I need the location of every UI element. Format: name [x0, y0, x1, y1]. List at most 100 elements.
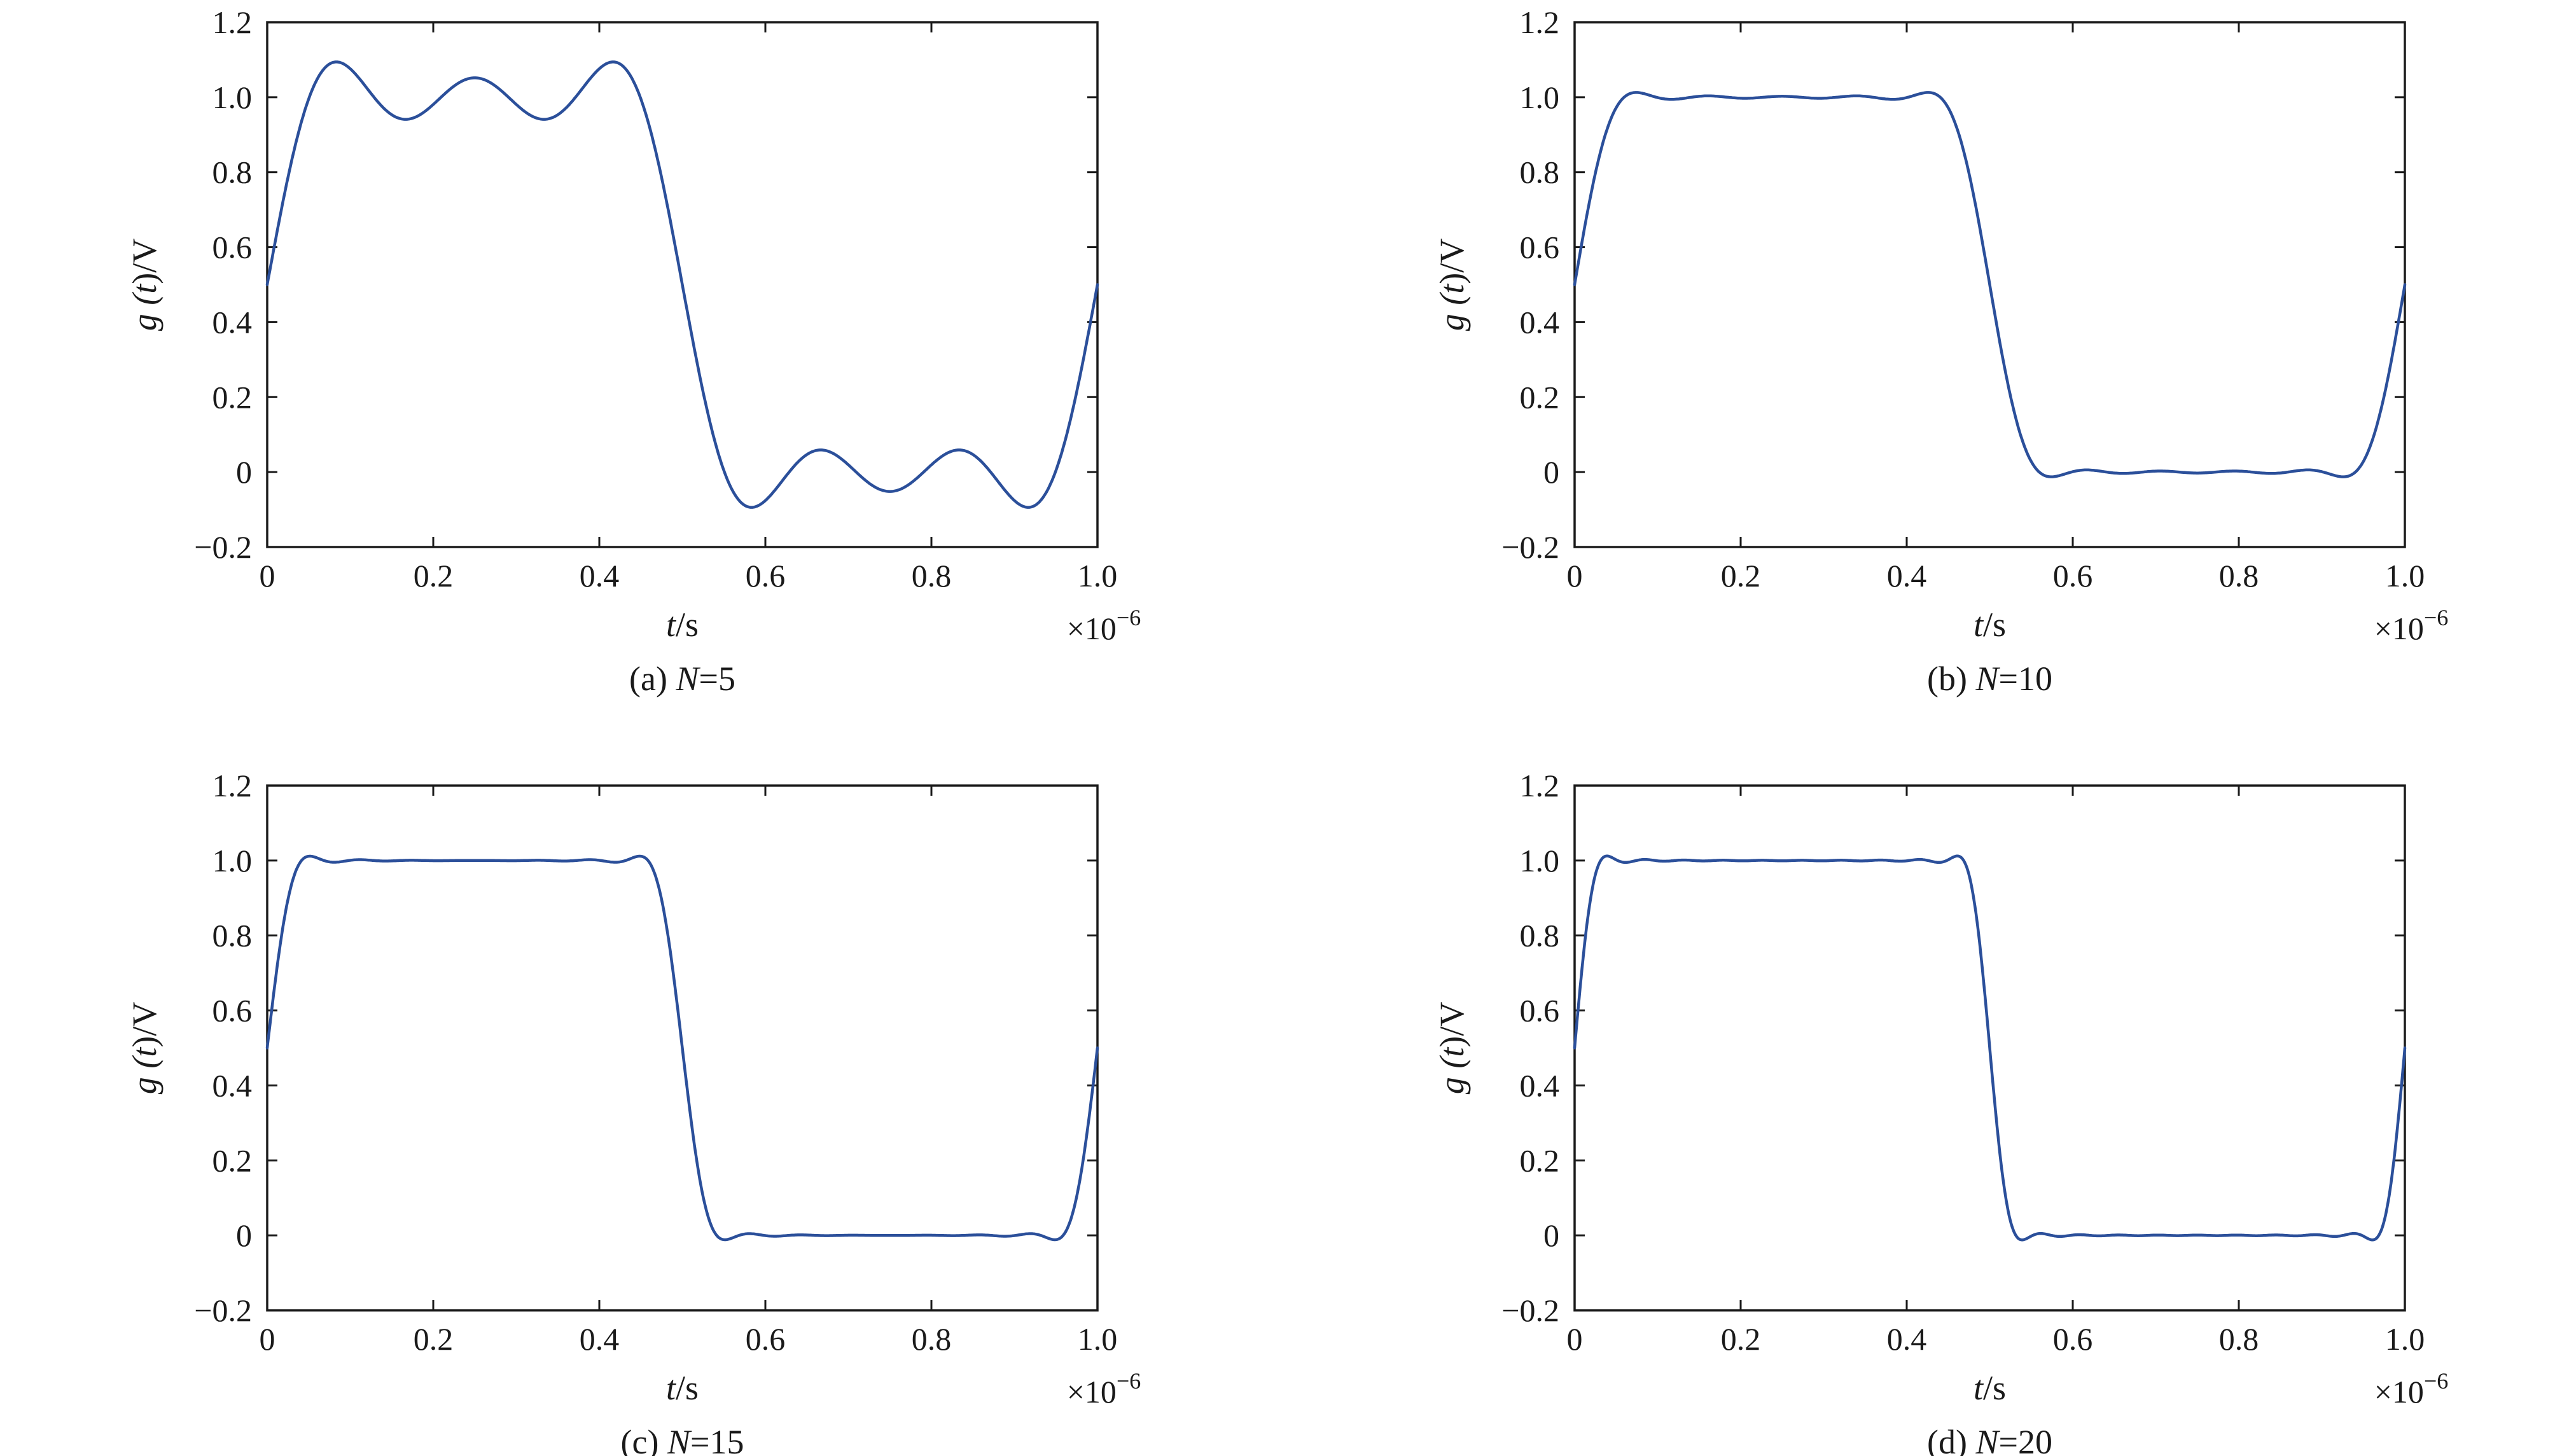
- caption-prefix: (c): [621, 1423, 667, 1456]
- x-tick-label: 0.4: [580, 1321, 620, 1357]
- x-tick-label: 0.2: [1721, 1321, 1761, 1357]
- x-tick-label: 0.8: [912, 1321, 952, 1357]
- caption-variable: N: [1975, 1423, 2000, 1456]
- x-tick-label: 0: [260, 558, 275, 593]
- x-axis-label-variable: t: [1974, 606, 1984, 644]
- x-tick-label: 0: [1567, 1321, 1583, 1357]
- x-tick-label: 0.6: [746, 558, 786, 593]
- y-tick-label: 0.8: [212, 918, 253, 953]
- panel-c: 0 0.2 0.4 0.6 0.8 1.0−0.200.20.40.60.81.01.2×…: [125, 768, 1141, 1456]
- y-tick-label: 1.0: [1520, 843, 1560, 878]
- panel-caption: (a) N=5: [629, 660, 735, 698]
- x-tick-label: 0: [260, 1321, 275, 1357]
- y-tick-label: 0.4: [212, 1067, 253, 1103]
- x-tick-label: 0.6: [2053, 558, 2093, 593]
- multiplier-exponent: −6: [2424, 605, 2448, 630]
- y-tick-label: 0.8: [1520, 155, 1560, 190]
- x-tick-label: 0.8: [2219, 1321, 2259, 1357]
- y-tick-label: 1.2: [1520, 768, 1560, 803]
- y-tick-label: −0.2: [194, 1293, 252, 1328]
- x-axis-label: t/s: [1974, 1369, 2006, 1407]
- caption-suffix: =20: [1999, 1423, 2052, 1456]
- multiplier-exponent: −6: [1117, 605, 1141, 630]
- x-tick-label: 0: [1567, 558, 1583, 593]
- y-tick-label: 0.2: [1520, 1142, 1560, 1178]
- x-axis-multiplier: ×10−6: [2374, 605, 2449, 646]
- y-tick-label: −0.2: [1501, 529, 1559, 565]
- multiplier-exponent: −6: [2424, 1368, 2448, 1394]
- x-tick-label: 0.2: [414, 558, 454, 593]
- multiplier-base: ×10: [2374, 611, 2424, 646]
- x-axis-label-unit: /s: [676, 1369, 699, 1407]
- multiplier-base: ×10: [2374, 1374, 2424, 1410]
- y-tick-label: 0.6: [1520, 230, 1560, 265]
- y-tick-label: 1.0: [212, 843, 253, 878]
- panel-caption: (d) N=20: [1927, 1423, 2052, 1456]
- y-axis-label-variable: t: [1433, 283, 1471, 294]
- series-line-b-0: [1573, 91, 2407, 478]
- y-tick-label: 1.2: [1520, 4, 1560, 40]
- series-line-a-0: [265, 60, 1099, 509]
- y-axis-label-variable: t: [125, 283, 164, 294]
- y-tick-label: 0.2: [1520, 379, 1560, 415]
- y-tick-label: 0.2: [212, 1142, 253, 1178]
- caption-variable: N: [1975, 660, 2000, 698]
- y-axis-label-prefix: g (: [125, 292, 164, 331]
- y-tick-label: 0: [1543, 1217, 1559, 1253]
- x-tick-label: 0.4: [580, 558, 620, 593]
- y-axis-label-suffix: )/V: [1433, 239, 1471, 284]
- panel-a: 0 0.2 0.4 0.6 0.8 1.0−0.200.20.40.60.81.01.2×…: [125, 4, 1141, 698]
- y-axis-label-prefix: g (: [125, 1055, 164, 1095]
- x-axis-multiplier: ×10−6: [1067, 605, 1141, 646]
- x-axis-label-variable: t: [666, 1369, 677, 1407]
- caption-prefix: (a): [629, 660, 676, 698]
- x-tick-label: 0.8: [2219, 558, 2259, 593]
- y-axis-label-prefix: g (: [1433, 1055, 1471, 1095]
- panel-b: 0 0.2 0.4 0.6 0.8 1.0−0.200.20.40.60.81.01.2×…: [1433, 4, 2448, 698]
- y-tick-label: 0.4: [1520, 304, 1560, 340]
- x-axis-label-unit: /s: [1983, 606, 2006, 644]
- y-tick-label: −0.2: [194, 529, 252, 565]
- y-axis-label: g (t)/V: [1433, 1002, 1471, 1094]
- y-axis-label-suffix: )/V: [125, 1002, 164, 1048]
- x-tick-label: 0.8: [912, 558, 952, 593]
- y-tick-label: 0.8: [1520, 918, 1560, 953]
- x-axis-label-variable: t: [1974, 1369, 1984, 1407]
- x-tick-label: 1.0: [1078, 1321, 1118, 1357]
- y-axis-label: g (t)/V: [125, 239, 164, 331]
- x-axis-label-unit: /s: [676, 606, 699, 644]
- x-tick-label: 0.6: [2053, 1321, 2093, 1357]
- x-tick-label: 0.2: [414, 1321, 454, 1357]
- y-axis-label-suffix: )/V: [1433, 1002, 1471, 1048]
- panel-caption: (b) N=10: [1927, 660, 2052, 698]
- x-axis-label: t/s: [666, 606, 699, 644]
- x-tick-label: 0.2: [1721, 558, 1761, 593]
- y-tick-label: 1.2: [212, 4, 253, 40]
- y-tick-label: −0.2: [1501, 1293, 1559, 1328]
- x-tick-label: 1.0: [1078, 558, 1118, 593]
- x-axis-multiplier: ×10−6: [1067, 1368, 1141, 1410]
- caption-suffix: =5: [699, 660, 735, 698]
- y-tick-label: 1.2: [212, 768, 253, 803]
- caption-prefix: (d): [1927, 1423, 1975, 1456]
- y-tick-label: 0.6: [212, 993, 253, 1029]
- panel-d: 0 0.2 0.4 0.6 0.8 1.0−0.200.20.40.60.81.01.2×…: [1433, 768, 2448, 1456]
- multiplier-base: ×10: [1067, 611, 1117, 646]
- multiplier-exponent: −6: [1117, 1368, 1141, 1394]
- y-axis-label-prefix: g (: [1433, 292, 1471, 331]
- x-axis-label: t/s: [1974, 606, 2006, 644]
- series-line-d-0: [1573, 854, 2407, 1242]
- caption-variable: N: [675, 660, 700, 698]
- caption-prefix: (b): [1927, 660, 1975, 698]
- y-axis-label: g (t)/V: [1433, 239, 1471, 331]
- y-axis-label-variable: t: [1433, 1046, 1471, 1057]
- x-tick-label: 1.0: [2385, 1321, 2425, 1357]
- x-tick-label: 1.0: [2385, 558, 2425, 593]
- y-tick-label: 0: [236, 454, 252, 490]
- x-axis-multiplier: ×10−6: [2374, 1368, 2449, 1410]
- multiplier-base: ×10: [1067, 1374, 1117, 1410]
- y-tick-label: 0.6: [1520, 993, 1560, 1029]
- y-tick-label: 0.8: [212, 155, 253, 190]
- y-tick-label: 0.4: [212, 304, 253, 340]
